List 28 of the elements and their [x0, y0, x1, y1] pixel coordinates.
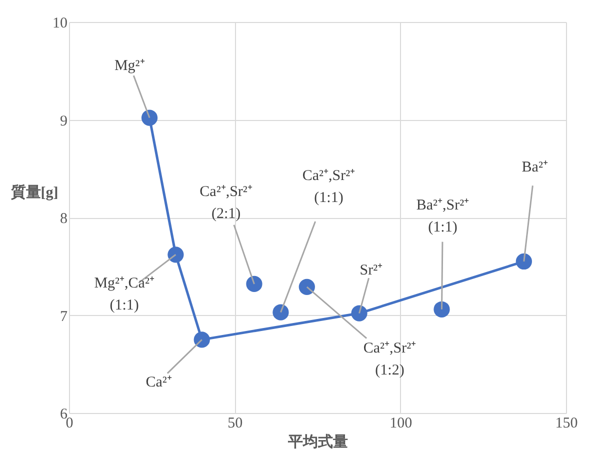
point	[351, 305, 368, 322]
x-tick-label: 50	[228, 416, 243, 432]
y-tick-label: 7	[60, 308, 68, 325]
x-tick-label: 150	[555, 416, 578, 432]
point	[434, 301, 450, 318]
annotation: Ca²⁺	[146, 374, 172, 391]
y-tick-label: 8	[60, 211, 68, 227]
x-tick-label: 0	[66, 416, 74, 432]
annotation: Ba²⁺,Sr²⁺ (1:1)	[416, 198, 470, 236]
annotation: Mg²⁺,Ca²⁺ (1:1)	[94, 276, 154, 314]
annotation: Ca²⁺,Sr²⁺ (1:2)	[363, 340, 416, 378]
point	[272, 304, 289, 320]
x-axis-title: 平均式量	[287, 434, 348, 450]
annotation: Ba²⁺	[522, 160, 548, 176]
point	[246, 276, 262, 292]
y-tick-label: 10	[52, 16, 68, 32]
x-tick-label: 100	[390, 416, 412, 432]
annotation: Mg²⁺	[114, 58, 145, 74]
y-axis-title: 質量[g]	[10, 183, 58, 201]
y-tick-label: 9	[60, 113, 68, 130]
point	[516, 253, 532, 270]
point	[168, 246, 184, 263]
point	[141, 110, 158, 126]
annotation: Ca²⁺,Sr²⁺ (1:1)	[302, 168, 356, 206]
annotation: Sr²⁺	[360, 262, 383, 278]
point	[194, 332, 210, 348]
point	[298, 278, 315, 295]
annotation: Ca²⁺,Sr²⁺ (2:1)	[200, 184, 252, 222]
